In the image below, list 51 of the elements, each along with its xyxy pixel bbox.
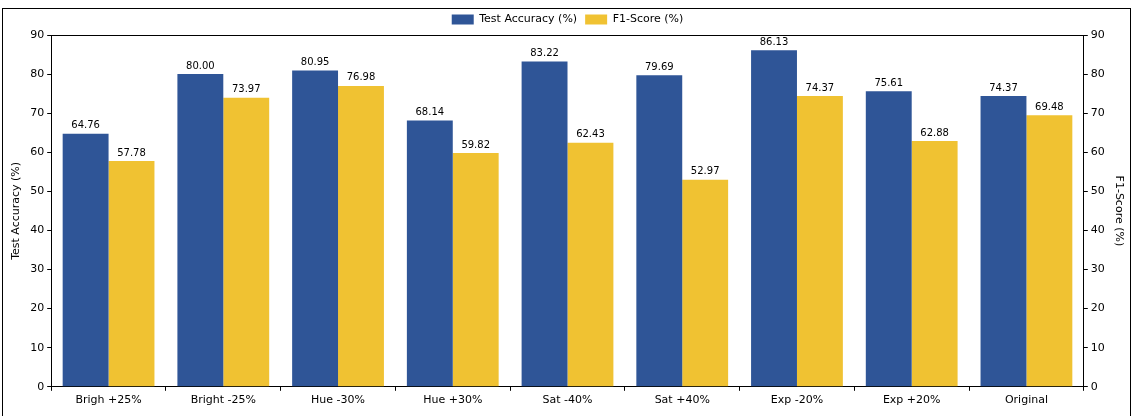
data-label: 86.13	[759, 35, 789, 47]
data-label: 59.82	[461, 138, 491, 150]
x-tick-label: Exp +20%	[882, 393, 941, 407]
data-label: 69.48	[1035, 100, 1064, 112]
data-label: 74.37	[805, 81, 835, 93]
y2-tick-label: 40	[1090, 223, 1105, 237]
x-tick-label: Original	[1004, 393, 1048, 407]
y2-tick-label: 10	[1090, 340, 1105, 354]
y-tick-label: 20	[30, 301, 45, 315]
y2-tick-label: 50	[1090, 184, 1105, 198]
data-label: 62.43	[576, 128, 605, 140]
y2-tick-label: 70	[1090, 106, 1105, 120]
x-tick-label: Bright -25%	[190, 393, 256, 407]
y-tick-label: 50	[30, 184, 45, 198]
y2-tick-label: 90	[1090, 27, 1105, 41]
y-tick-label: 90	[30, 27, 45, 41]
y-tick-label: 0	[37, 379, 45, 393]
y2-axis-title: F1-Score (%)	[1112, 175, 1126, 247]
x-tick-label: Sat +40%	[654, 393, 710, 407]
y-tick-label: 80	[30, 66, 45, 80]
y2-tick-label: 80	[1090, 66, 1105, 80]
data-label: 64.76	[71, 119, 100, 131]
data-label: 80.95	[300, 55, 330, 67]
data-label: 75.61	[874, 76, 904, 88]
x-tick-label: Sat -40%	[542, 393, 593, 407]
y2-tick-label: 60	[1090, 145, 1105, 159]
legend-label: Test Accuracy (%)	[478, 12, 578, 26]
x-tick-label: Brigh +25%	[75, 393, 142, 407]
y-tick-label: 40	[30, 223, 45, 237]
y2-tick-label: 0	[1090, 379, 1098, 393]
data-label: 74.37	[989, 81, 1018, 93]
data-label: 57.78	[117, 146, 146, 158]
data-label: 68.14	[415, 106, 445, 118]
y-tick-label: 70	[30, 106, 45, 120]
data-label: 83.22	[530, 47, 559, 59]
x-tick-label: Hue +30%	[423, 393, 483, 407]
y2-tick-label: 30	[1090, 262, 1105, 276]
data-label: 52.97	[690, 165, 720, 177]
x-tick-label: Exp -20%	[770, 393, 824, 407]
data-label: 76.98	[346, 71, 376, 83]
data-label: 73.97	[231, 83, 261, 95]
data-label: 79.69	[644, 60, 674, 72]
data-label: 62.88	[920, 126, 949, 138]
legend-label: F1-Score (%)	[612, 12, 684, 26]
y-tick-label: 60	[30, 145, 45, 159]
data-label: 80.00	[186, 59, 215, 71]
y-tick-label: 30	[30, 262, 45, 276]
y-tick-label: 10	[30, 340, 45, 354]
x-tick-label: Hue -30%	[311, 393, 365, 407]
y2-tick-label: 20	[1090, 301, 1105, 315]
y-axis-title: Test Accuracy (%)	[9, 161, 23, 261]
